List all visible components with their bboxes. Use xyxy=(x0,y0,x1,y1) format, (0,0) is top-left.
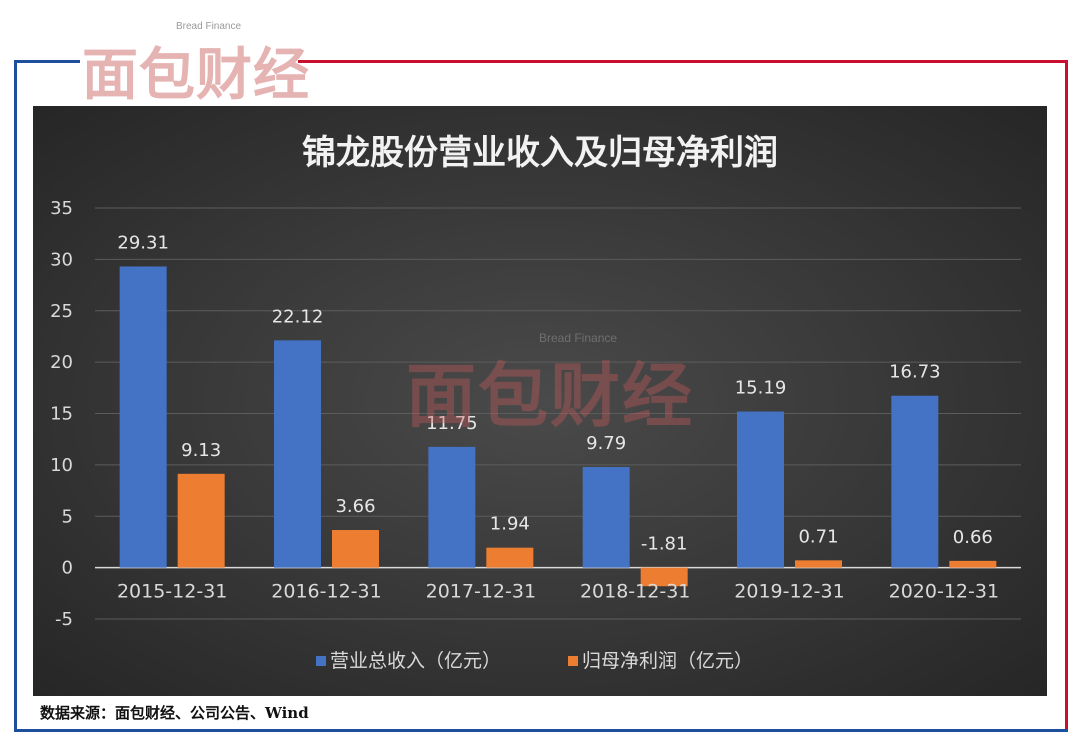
data-label-revenue: 16.73 xyxy=(889,362,941,383)
data-label-profit: 0.71 xyxy=(798,526,838,547)
x-tick-label: 2016-12-31 xyxy=(271,581,381,603)
y-tick-label: 20 xyxy=(50,352,73,373)
legend: 营业总收入（亿元） 归母净利润（亿元） xyxy=(316,650,753,672)
data-labels: 29.31 9.13 22.12 3.66 11.75 1.94 9.79 -1.81 15.1… xyxy=(117,232,992,554)
x-tick-label: 2020-12-31 xyxy=(889,581,999,603)
frame-top-line-blue xyxy=(14,60,80,63)
x-tick-label: 2015-12-31 xyxy=(117,581,227,603)
data-label-revenue: 29.31 xyxy=(117,232,169,253)
y-tick-label: 30 xyxy=(50,249,73,270)
bar-profit xyxy=(795,560,842,568)
data-label-profit: 1.94 xyxy=(490,514,530,535)
legend-swatch-profit xyxy=(568,656,578,666)
x-tick-label: 2019-12-31 xyxy=(734,581,844,603)
watermark-text: 面包财经 xyxy=(406,355,694,437)
bar-profit xyxy=(640,567,688,587)
y-tick-label: 0 xyxy=(62,558,73,579)
legend-label-revenue: 营业总收入（亿元） xyxy=(330,650,501,672)
chart-title: 锦龙股份营业收入及归母净利润 xyxy=(302,133,778,173)
data-label-revenue: 11.75 xyxy=(426,413,478,434)
bar-profit xyxy=(949,560,997,568)
x-axis-ticks: 2015-12-31 2016-12-31 2017-12-31 2018-12-31… xyxy=(117,581,999,603)
data-label-profit: -1.81 xyxy=(641,534,688,555)
data-label-revenue: 15.19 xyxy=(735,378,787,399)
y-axis-ticks: -5 0 5 10 15 20 25 30 35 xyxy=(50,198,73,630)
chart-panel xyxy=(33,106,1047,696)
data-label-profit: 0.66 xyxy=(953,527,993,548)
bar-chart: 锦龙股份营业收入及归母净利润 -5 0 5 10 15 20 25 30 35 29.31 9.1… xyxy=(50,133,1021,672)
brand-logo-text: 面包财经 xyxy=(82,43,310,108)
grid-lines xyxy=(95,207,1021,620)
data-label-revenue: 22.12 xyxy=(272,306,324,327)
bar-revenue xyxy=(274,340,321,568)
y-tick-label: 5 xyxy=(62,506,73,527)
bar-profit xyxy=(486,547,534,568)
bar-revenue xyxy=(582,467,630,568)
data-label-profit: 9.13 xyxy=(181,440,221,461)
bars xyxy=(119,266,997,587)
frame-left-line xyxy=(14,60,17,732)
bar-profit xyxy=(177,473,225,568)
watermark-tagline: Bread Finance xyxy=(539,331,618,345)
y-tick-label: 15 xyxy=(50,404,73,425)
legend-swatch-revenue xyxy=(316,656,326,666)
x-tick-label: 2018-12-31 xyxy=(580,581,690,603)
legend-label-profit: 归母净利润（亿元） xyxy=(582,650,753,672)
bar-revenue xyxy=(119,266,167,568)
y-tick-label: 35 xyxy=(50,198,73,219)
bar-revenue xyxy=(891,395,939,568)
bar-revenue xyxy=(428,446,476,568)
data-label-revenue: 9.79 xyxy=(586,433,626,454)
brand-logo-tagline: Bread Finance xyxy=(176,21,242,32)
frame-right-line xyxy=(1065,60,1068,732)
data-label-profit: 3.66 xyxy=(335,496,375,517)
y-tick-label: -5 xyxy=(55,609,73,630)
source-note: 数据来源：面包财经、公司公告、Wind xyxy=(40,704,309,722)
frame-bottom-line xyxy=(14,729,1068,732)
bar-profit xyxy=(332,530,379,568)
y-tick-label: 25 xyxy=(50,301,73,322)
frame-top-line-red xyxy=(298,60,1068,63)
y-tick-label: 10 xyxy=(50,455,73,476)
x-tick-label: 2017-12-31 xyxy=(426,581,536,603)
bar-revenue xyxy=(737,411,784,568)
